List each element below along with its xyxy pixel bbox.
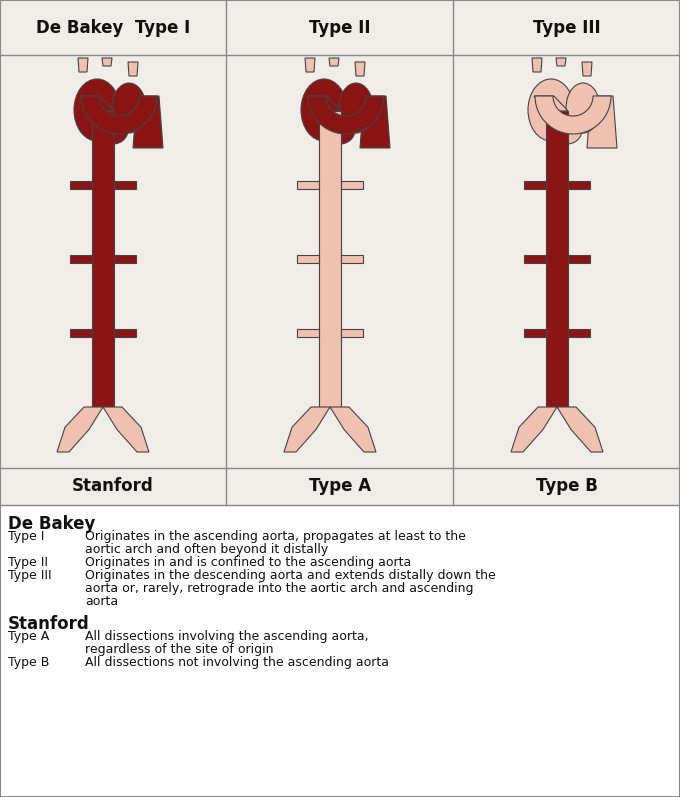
Text: Stanford: Stanford xyxy=(72,477,154,495)
Text: Type B: Type B xyxy=(536,477,598,495)
Text: De Bakey: De Bakey xyxy=(8,515,95,533)
Polygon shape xyxy=(307,96,341,111)
Ellipse shape xyxy=(325,116,355,144)
Bar xyxy=(70,329,92,337)
Text: aortic arch and often beyond it distally: aortic arch and often beyond it distally xyxy=(85,543,328,556)
Ellipse shape xyxy=(552,116,582,144)
Bar xyxy=(524,255,546,263)
Text: Type A: Type A xyxy=(309,477,371,495)
Polygon shape xyxy=(103,407,149,452)
Bar xyxy=(546,111,568,407)
Polygon shape xyxy=(78,58,88,72)
Polygon shape xyxy=(308,96,384,134)
Ellipse shape xyxy=(74,79,120,141)
Text: Type A: Type A xyxy=(8,630,49,643)
Polygon shape xyxy=(128,62,138,76)
Polygon shape xyxy=(305,58,315,72)
Polygon shape xyxy=(587,96,617,148)
Bar xyxy=(0,505,680,797)
Polygon shape xyxy=(329,58,339,66)
Text: Originates in the descending aorta and extends distally down the: Originates in the descending aorta and e… xyxy=(85,569,496,582)
Bar xyxy=(70,255,92,263)
Bar xyxy=(319,111,341,407)
Polygon shape xyxy=(330,407,376,452)
Text: Stanford: Stanford xyxy=(8,615,90,633)
Polygon shape xyxy=(284,407,330,452)
Ellipse shape xyxy=(528,79,574,141)
Text: All dissections involving the ascending aorta,: All dissections involving the ascending … xyxy=(85,630,369,643)
Bar xyxy=(341,329,363,337)
Bar xyxy=(114,181,136,189)
Polygon shape xyxy=(355,62,365,76)
Ellipse shape xyxy=(566,83,600,133)
Polygon shape xyxy=(557,407,603,452)
Text: Type III: Type III xyxy=(8,569,52,582)
Bar xyxy=(297,255,319,263)
Polygon shape xyxy=(81,96,157,134)
Ellipse shape xyxy=(339,83,373,133)
Bar xyxy=(568,329,590,337)
Ellipse shape xyxy=(98,116,128,144)
Polygon shape xyxy=(511,407,557,452)
Bar xyxy=(524,181,546,189)
Text: De Bakey  Type I: De Bakey Type I xyxy=(36,19,190,37)
Bar xyxy=(92,111,114,407)
Polygon shape xyxy=(102,58,112,66)
Polygon shape xyxy=(133,96,163,148)
Bar xyxy=(297,181,319,189)
Bar xyxy=(114,255,136,263)
Polygon shape xyxy=(535,96,611,134)
Bar xyxy=(297,329,319,337)
Text: aorta: aorta xyxy=(85,595,118,608)
Text: All dissections not involving the ascending aorta: All dissections not involving the ascend… xyxy=(85,656,389,669)
Polygon shape xyxy=(80,96,114,111)
Ellipse shape xyxy=(112,83,146,133)
Polygon shape xyxy=(360,96,390,148)
Polygon shape xyxy=(532,58,542,72)
Text: Type II: Type II xyxy=(309,19,371,37)
Bar xyxy=(341,255,363,263)
Text: regardless of the site of origin: regardless of the site of origin xyxy=(85,643,273,656)
Text: Type I: Type I xyxy=(8,530,44,543)
Polygon shape xyxy=(556,58,566,66)
Bar xyxy=(70,181,92,189)
Text: Originates in and is confined to the ascending aorta: Originates in and is confined to the asc… xyxy=(85,556,411,569)
Bar xyxy=(524,329,546,337)
Text: Originates in the ascending aorta, propagates at least to the: Originates in the ascending aorta, propa… xyxy=(85,530,466,543)
Bar xyxy=(568,255,590,263)
Bar xyxy=(341,181,363,189)
Polygon shape xyxy=(57,407,103,452)
Bar xyxy=(114,329,136,337)
Text: Type II: Type II xyxy=(8,556,48,569)
Ellipse shape xyxy=(301,79,347,141)
Polygon shape xyxy=(582,62,592,76)
Text: aorta or, rarely, retrograde into the aortic arch and ascending: aorta or, rarely, retrograde into the ao… xyxy=(85,582,473,595)
Polygon shape xyxy=(534,96,568,111)
Bar xyxy=(568,181,590,189)
Text: Type B: Type B xyxy=(8,656,50,669)
Text: Type III: Type III xyxy=(533,19,601,37)
